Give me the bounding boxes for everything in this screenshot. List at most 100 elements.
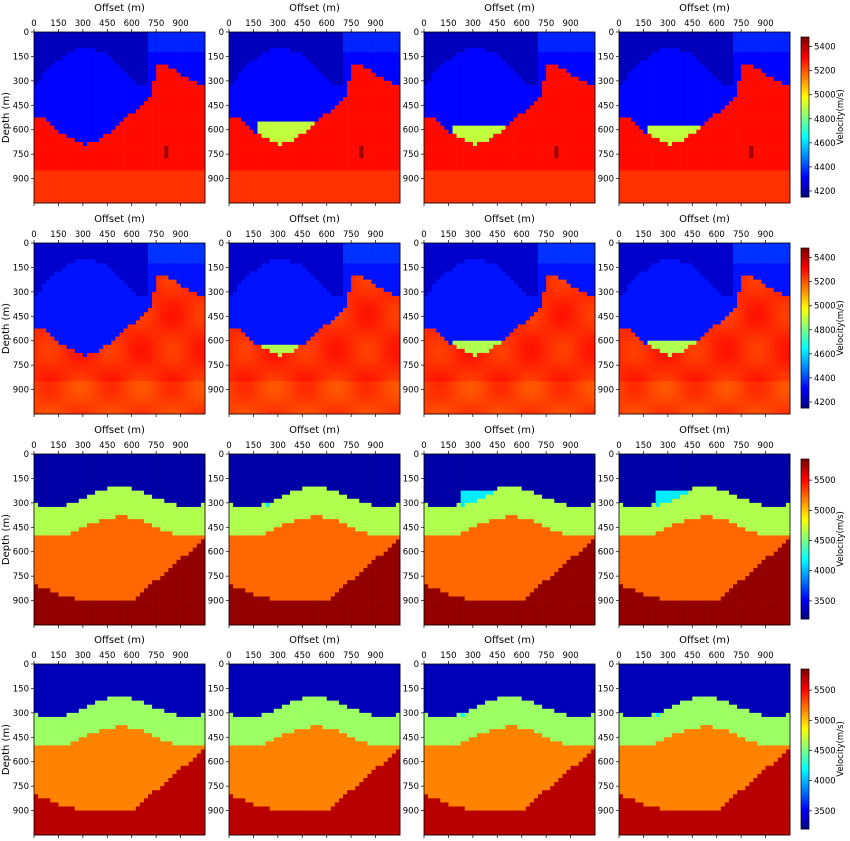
velocity-cell (107, 72, 112, 78)
velocity-cell (578, 72, 584, 78)
velocity-cell (148, 162, 153, 167)
velocity-cell (363, 40, 368, 45)
velocity-cell (464, 121, 470, 126)
velocity-cell (143, 154, 149, 159)
velocity-cell (590, 113, 596, 118)
velocity-cell (363, 32, 368, 37)
velocity-cell (91, 101, 96, 106)
velocity-cell (582, 80, 588, 86)
velocity-cell (590, 154, 596, 159)
velocity-cell (525, 56, 531, 61)
velocity-cell (440, 56, 445, 61)
velocity-cell (107, 174, 112, 179)
velocity-cell (302, 60, 307, 65)
velocity-cell (46, 44, 51, 49)
velocity-cell (550, 109, 555, 114)
velocity-cell (306, 166, 311, 171)
velocity-cell (326, 186, 332, 192)
velocity-cell (123, 105, 128, 110)
velocity-cell (363, 158, 368, 163)
velocity-cell (314, 109, 319, 114)
velocity-cell (152, 84, 157, 90)
velocity-cell (574, 101, 580, 106)
velocity-cell (468, 146, 474, 151)
velocity-cell (95, 150, 100, 155)
velocity-cell (131, 117, 137, 122)
velocity-cell (160, 125, 165, 131)
velocity-cell (135, 93, 141, 98)
velocity-cell (493, 52, 498, 57)
velocity-cell (489, 105, 494, 110)
velocity-cell (330, 137, 336, 143)
velocity-cell (586, 158, 592, 163)
velocity-cell (322, 146, 328, 151)
velocity-cell (269, 141, 275, 147)
velocity-cell (253, 52, 258, 57)
velocity-cell (359, 162, 364, 167)
velocity-cell (34, 105, 39, 110)
velocity-cell (509, 32, 514, 37)
velocity-cell (493, 133, 498, 139)
velocity-cell (184, 141, 190, 147)
velocity-cell (99, 146, 104, 151)
velocity-cell (432, 109, 437, 114)
velocity-cell (38, 36, 43, 41)
velocity-cell (273, 133, 279, 139)
velocity-cell (367, 84, 372, 90)
velocity-cell (367, 76, 372, 82)
velocity-cell (249, 48, 254, 53)
velocity-cell (176, 182, 181, 188)
velocity-cell (318, 84, 323, 90)
velocity-cell (184, 129, 190, 135)
velocity-cell (566, 89, 571, 94)
velocity-cell (290, 40, 295, 45)
velocity-cell (66, 166, 71, 171)
velocity-cell (86, 158, 92, 163)
velocity-cell (86, 117, 92, 122)
velocity-cell (562, 117, 567, 122)
velocity-cell (269, 32, 275, 37)
velocity-cell (229, 137, 234, 143)
velocity-cell (448, 80, 453, 86)
velocity-cell (391, 72, 397, 78)
velocity-cell (131, 93, 137, 98)
velocity-cell (302, 48, 307, 53)
velocity-cell (338, 93, 344, 98)
velocity-cell (229, 125, 234, 131)
velocity-cell (184, 52, 190, 57)
velocity-cell (237, 97, 242, 102)
velocity-cell (86, 80, 92, 86)
velocity-cell (326, 113, 332, 118)
velocity-cell (578, 109, 584, 114)
velocity-cell (42, 36, 47, 41)
velocity-cell (168, 129, 173, 135)
velocity-cell (164, 48, 169, 53)
velocity-cell (481, 76, 486, 82)
velocity-cell (468, 48, 474, 53)
velocity-cell (582, 89, 588, 94)
velocity-cell (66, 186, 71, 192)
velocity-cell (168, 146, 173, 151)
velocity-cell (440, 44, 445, 49)
velocity-cell (143, 60, 149, 65)
velocity-cell (164, 198, 169, 204)
velocity-cell (66, 60, 71, 65)
velocity-cell (334, 105, 340, 110)
velocity-cell (269, 166, 275, 171)
velocity-cell (50, 125, 55, 131)
velocity-cell (476, 117, 482, 122)
velocity-cell (363, 60, 368, 65)
velocity-cell (245, 158, 250, 163)
velocity-cell (371, 113, 376, 118)
velocity-cell (326, 105, 332, 110)
velocity-cell (501, 64, 506, 69)
velocity-cell (103, 48, 108, 53)
velocity-cell (493, 109, 498, 114)
velocity-cell (135, 194, 141, 200)
velocity-cell (184, 40, 190, 45)
velocity-cell (180, 89, 185, 94)
velocity-cell (432, 117, 437, 122)
velocity-cell (107, 190, 112, 196)
velocity-cell (546, 146, 551, 151)
velocity-cell (574, 44, 580, 49)
